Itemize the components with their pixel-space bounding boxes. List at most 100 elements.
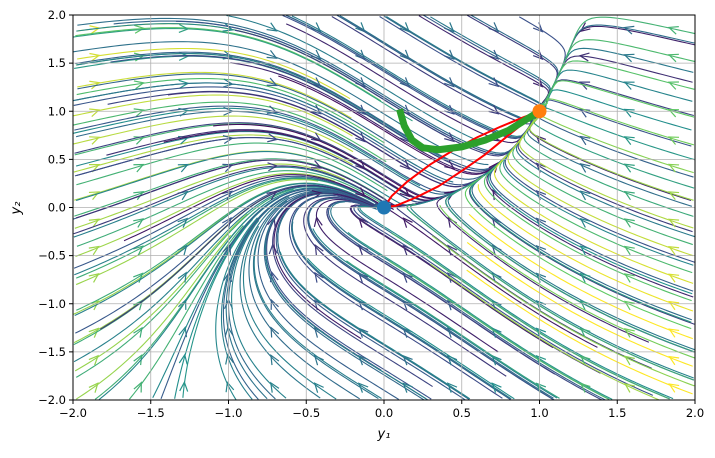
stream-arrow	[535, 327, 547, 338]
stream-arrow	[134, 24, 146, 34]
stream-arrow	[88, 273, 100, 283]
streamline	[160, 187, 385, 400]
stream-arrow	[444, 77, 455, 88]
stream-arrow	[266, 77, 278, 87]
y-tick-label: −2.0	[38, 393, 66, 407]
point	[532, 104, 547, 119]
y-tick-label: −1.0	[38, 297, 66, 311]
stream-arrow	[535, 217, 547, 228]
stream-arrow	[444, 49, 455, 60]
stream-arrow	[225, 353, 234, 365]
stream-arrow	[578, 52, 590, 62]
streamline	[439, 204, 695, 359]
x-tick-label: −1.5	[137, 406, 165, 420]
streamline	[75, 177, 371, 279]
stream-arrow	[133, 136, 145, 145]
stream-arrow	[399, 187, 411, 198]
stream-arrow	[222, 78, 234, 88]
streamline	[75, 179, 319, 286]
stream-arrow	[310, 104, 322, 115]
stream-arrow	[177, 271, 187, 283]
stream-arrow	[177, 217, 189, 228]
stream-arrow	[89, 52, 101, 62]
stream-arrow	[357, 382, 369, 393]
streamline	[174, 197, 279, 399]
streamline	[518, 112, 694, 229]
stream-arrow	[89, 164, 101, 173]
streamline	[353, 202, 654, 396]
stream-arrow	[88, 245, 100, 256]
thick-line	[396, 108, 542, 154]
streamline	[77, 73, 492, 180]
y-tick-label: −1.5	[38, 345, 66, 359]
stream-arrow	[133, 381, 142, 393]
stream-arrow	[447, 244, 458, 256]
streamline	[73, 82, 454, 183]
stream-arrow	[668, 246, 680, 256]
stream-arrow	[266, 49, 278, 59]
streamline	[349, 204, 554, 349]
stream-arrow	[447, 272, 458, 283]
stream-arrow	[579, 382, 591, 393]
streamline	[239, 196, 321, 399]
stream-arrow	[402, 382, 413, 393]
stream-arrow	[623, 190, 635, 201]
streamline	[512, 111, 693, 246]
stream-arrow	[446, 382, 458, 393]
stream-arrow	[668, 383, 680, 393]
stream-arrow	[532, 49, 544, 61]
x-tick-label: 1.5	[608, 406, 626, 420]
stream-arrow	[535, 382, 547, 393]
stream-arrow	[623, 382, 635, 393]
streamline	[273, 192, 388, 340]
streamline	[252, 200, 379, 400]
stream-arrow	[177, 163, 190, 173]
streamline	[499, 114, 693, 274]
stream-arrow	[224, 325, 234, 337]
streamline	[466, 269, 693, 395]
streamline	[358, 205, 674, 400]
streamline	[74, 213, 248, 372]
x-tick-label: −0.5	[292, 406, 320, 420]
stream-arrow	[225, 381, 235, 393]
stream-arrow	[402, 272, 413, 283]
x-tick-label: 0.5	[453, 406, 471, 420]
streamline	[389, 261, 610, 400]
streamline	[76, 110, 461, 195]
plot-frame	[72, 14, 696, 401]
stream-arrow	[133, 80, 145, 90]
streamline	[76, 53, 449, 161]
stream-arrow	[266, 190, 278, 201]
y-tick-label: 2.0	[48, 8, 66, 22]
stream-arrow	[313, 382, 324, 393]
stream-arrow	[579, 108, 591, 118]
streamline	[493, 155, 694, 284]
stream-arrow	[488, 161, 499, 173]
stream-arrow	[355, 132, 366, 143]
streamline	[73, 86, 519, 186]
stream-arrow	[579, 22, 591, 33]
streamline	[445, 172, 695, 353]
streamline	[507, 126, 694, 257]
streamline	[222, 189, 385, 400]
stream-arrow	[579, 163, 591, 173]
streamline	[253, 234, 382, 399]
streamline	[113, 20, 544, 156]
stream-arrow	[270, 326, 280, 338]
streamline	[73, 166, 423, 238]
stream-arrow	[355, 187, 366, 198]
streamline	[406, 203, 694, 381]
streamline	[76, 182, 353, 311]
streamline	[123, 174, 386, 242]
streamline	[231, 220, 287, 399]
stream-arrow	[89, 108, 101, 118]
stream-arrow	[668, 328, 680, 338]
stream-arrow	[266, 22, 278, 32]
stream-arrow	[267, 162, 279, 172]
streamline	[98, 187, 354, 400]
stream-arrow	[579, 217, 591, 228]
stream-arrow	[133, 353, 143, 366]
stream-arrow	[667, 163, 680, 173]
stream-arrow	[314, 243, 324, 256]
streamline	[75, 27, 382, 102]
